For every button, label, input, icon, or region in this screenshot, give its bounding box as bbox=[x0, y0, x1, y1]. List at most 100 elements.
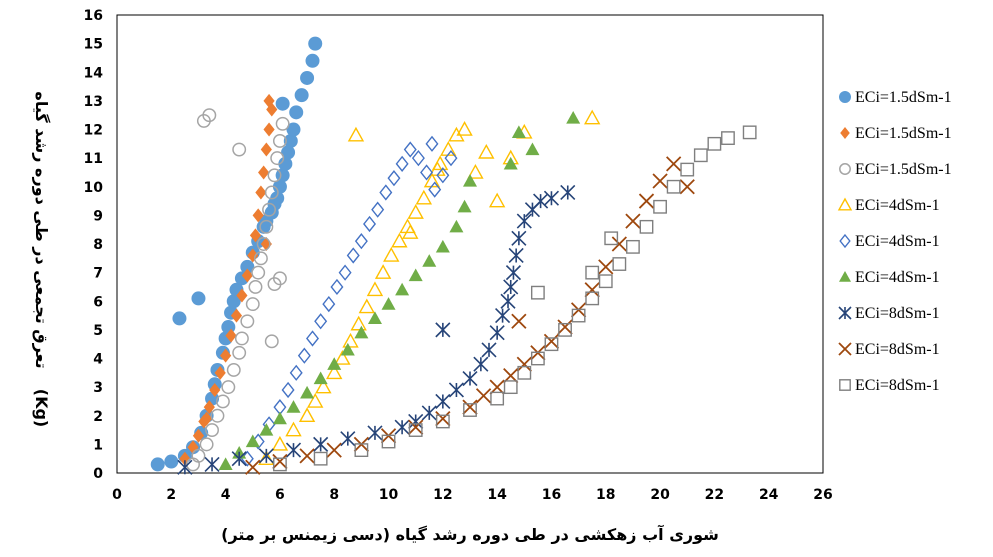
data-point bbox=[285, 421, 302, 437]
x-tick-label: 10 bbox=[379, 487, 399, 503]
data-point bbox=[350, 315, 367, 331]
data-point bbox=[260, 237, 272, 251]
data-point bbox=[289, 105, 304, 120]
data-point bbox=[275, 96, 290, 111]
data-point bbox=[503, 279, 519, 295]
data-point bbox=[275, 116, 290, 131]
legend-item: ECi=8dSm-1 bbox=[839, 377, 940, 394]
data-point bbox=[330, 278, 344, 296]
data-point bbox=[340, 342, 355, 356]
data-point bbox=[285, 442, 302, 458]
data-point bbox=[435, 410, 451, 427]
data-point bbox=[263, 93, 275, 108]
data-point bbox=[598, 259, 614, 275]
data-point bbox=[457, 199, 472, 213]
data-point bbox=[313, 451, 328, 466]
data-point bbox=[297, 347, 311, 364]
data-point bbox=[164, 454, 179, 469]
y-axis-title-unit: (Kg) bbox=[32, 389, 51, 427]
data-point bbox=[241, 268, 253, 283]
legend-marker bbox=[838, 306, 852, 320]
data-point bbox=[262, 202, 277, 217]
data-point bbox=[585, 291, 600, 306]
data-point bbox=[584, 109, 601, 125]
x-tick-label: 12 bbox=[433, 487, 452, 503]
data-point bbox=[252, 208, 264, 223]
data-point bbox=[315, 378, 332, 394]
data-point bbox=[604, 231, 619, 246]
data-point bbox=[420, 164, 434, 181]
data-point bbox=[298, 407, 316, 423]
data-point bbox=[340, 431, 356, 447]
data-point bbox=[428, 181, 442, 198]
data-point bbox=[249, 228, 262, 243]
data-point bbox=[263, 122, 275, 137]
data-point bbox=[240, 259, 255, 274]
data-point bbox=[407, 204, 424, 219]
y-tick-label: 14 bbox=[84, 65, 104, 81]
data-point bbox=[278, 156, 293, 171]
data-point bbox=[371, 201, 385, 218]
data-point bbox=[639, 219, 654, 234]
data-point bbox=[505, 265, 522, 281]
data-point bbox=[240, 314, 255, 329]
data-point bbox=[435, 239, 450, 253]
data-point bbox=[721, 131, 735, 145]
data-point bbox=[435, 393, 451, 410]
y-axis-title: تعرق تجمعی در طی دوره رشد گیاه (Kg) bbox=[32, 91, 51, 427]
data-point bbox=[342, 332, 359, 348]
data-point bbox=[199, 437, 214, 452]
data-point bbox=[560, 184, 576, 201]
y-tick-label: 6 bbox=[93, 294, 103, 310]
data-point bbox=[232, 142, 247, 157]
data-point bbox=[500, 293, 516, 309]
series-3 bbox=[186, 108, 290, 472]
data-point bbox=[270, 191, 285, 206]
x-tick-label: 22 bbox=[705, 487, 724, 503]
series-4 bbox=[258, 109, 601, 465]
data-point bbox=[367, 311, 382, 325]
data-point bbox=[281, 381, 295, 399]
data-point bbox=[381, 434, 396, 449]
data-point bbox=[693, 148, 708, 163]
legend-label: ECi=8dSm-1 bbox=[855, 377, 940, 394]
data-point bbox=[258, 450, 275, 465]
data-point bbox=[525, 142, 540, 156]
data-point bbox=[307, 392, 324, 408]
data-point bbox=[490, 391, 505, 406]
legend-item: ECi=8dSm-1 bbox=[838, 341, 940, 358]
data-point bbox=[421, 405, 437, 421]
data-point bbox=[255, 185, 267, 200]
data-point bbox=[313, 436, 329, 452]
legend-item: ECi=8dSm-1 bbox=[838, 305, 940, 322]
data-point bbox=[611, 236, 627, 252]
data-point bbox=[742, 125, 757, 140]
y-tick-label: 11 bbox=[84, 151, 103, 167]
series-9 bbox=[273, 125, 757, 472]
data-point bbox=[232, 345, 247, 360]
data-point bbox=[270, 151, 285, 166]
series-layer bbox=[150, 36, 757, 475]
data-point bbox=[666, 179, 681, 194]
data-point bbox=[557, 319, 573, 335]
data-point bbox=[383, 247, 400, 262]
data-point bbox=[395, 155, 409, 172]
data-point bbox=[251, 265, 266, 280]
legend-label: ECi=4dSm-1 bbox=[855, 269, 940, 286]
data-point bbox=[436, 167, 450, 184]
data-point bbox=[363, 215, 377, 233]
legend-label: ECi=8dSm-1 bbox=[855, 305, 940, 322]
data-point bbox=[463, 174, 477, 187]
legend-marker bbox=[839, 163, 851, 175]
data-point bbox=[408, 268, 423, 282]
data-point bbox=[517, 365, 532, 380]
data-point bbox=[444, 150, 458, 167]
data-point bbox=[402, 224, 419, 239]
data-point bbox=[566, 111, 581, 124]
data-point bbox=[448, 382, 464, 398]
data-point bbox=[322, 295, 336, 313]
legend-item: ECi=4dSm-1 bbox=[839, 269, 940, 286]
y-tick-label: 5 bbox=[93, 323, 103, 339]
y-axis-title-main: تعرق تجمعی در طی دوره رشد گیاه bbox=[32, 91, 51, 368]
